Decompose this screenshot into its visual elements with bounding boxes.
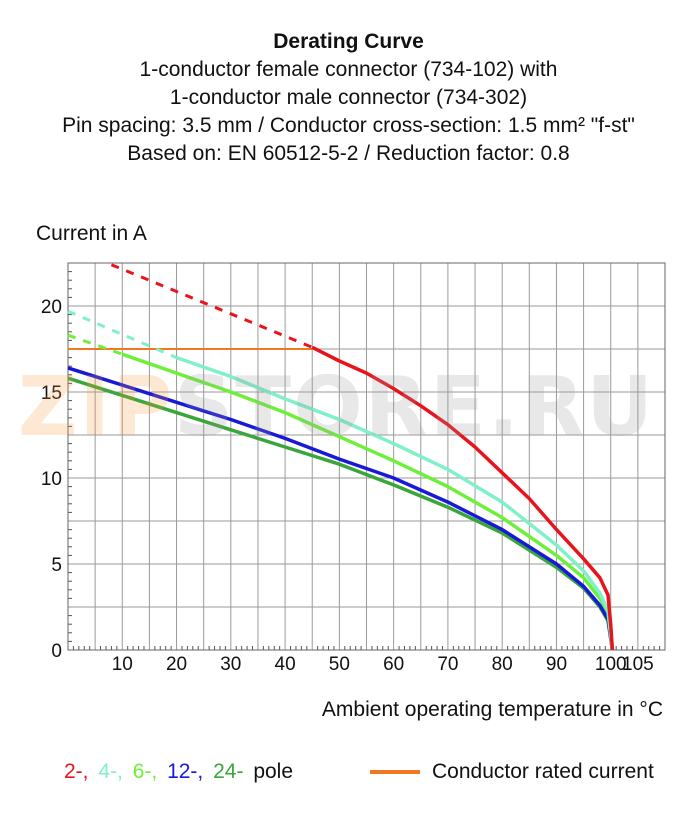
x-tick-label: 30 (220, 654, 241, 675)
y-tick-label: 0 (51, 641, 62, 662)
series-2-pole-line (311, 345, 615, 651)
x-tick-label: 105 (622, 654, 654, 675)
y-tick-label: 20 (41, 297, 62, 318)
series-4-pole-line (175, 355, 615, 651)
series-2-pole-dashed-line (110, 263, 313, 349)
legend-2-pole: 2-, (64, 760, 89, 783)
x-tick-label: 10 (112, 654, 133, 675)
chart-subtitle-line-2: 1-conductor male connector (734-302) (169, 86, 528, 109)
watermark-part-1: ZIP (18, 360, 175, 455)
chart-title: Derating Curve (273, 30, 424, 53)
x-tick-label: 100 (595, 654, 627, 675)
series-6-pole-line (121, 352, 615, 651)
x-tick-label: 40 (275, 654, 296, 675)
rated-current-legend-swatch (370, 770, 420, 774)
chart-subtitle-line-3: Pin spacing: 3.5 mm / Conductor cross-se… (62, 114, 635, 137)
x-tick-label: 90 (546, 654, 567, 675)
watermark-part-2: STORE.RU (174, 360, 655, 455)
x-tick-label: 70 (437, 654, 458, 675)
chart-subtitle-line-4: Based on: EN 60512-5-2 / Reduction facto… (127, 142, 570, 165)
legend-6-pole: 6-, (132, 760, 158, 783)
rated-current-legend-label: Conductor rated current (432, 760, 654, 783)
chart-subtitle-line-1: 1-conductor female connector (734-102) w… (139, 58, 558, 81)
x-tick-label: 60 (383, 654, 404, 675)
y-tick-label: 10 (41, 469, 62, 490)
x-tick-label: 80 (492, 654, 513, 675)
series-4-pole-dashed-line (67, 309, 178, 359)
legend-24-pole: 24- (213, 760, 244, 783)
y-axis-label: Current in A (36, 222, 147, 245)
y-tick-label: 5 (51, 555, 62, 576)
legend-pole-word: pole (253, 760, 294, 783)
x-tick-label: 20 (166, 654, 187, 675)
x-tick-label: 50 (329, 654, 350, 675)
series-12-pole-line (67, 366, 615, 651)
y-tick-label: 15 (41, 383, 62, 404)
rated-current-legend: Conductor rated current (370, 760, 654, 784)
legend-4-pole: 4-, (98, 760, 123, 783)
chart-title-block: Derating Curve 1-conductor female connec… (0, 28, 697, 168)
pole-legend: 2-, 4-, 6-, 12-, 24- pole (64, 760, 293, 784)
plot-frame (67, 262, 666, 651)
legend-12-pole: 12-, (167, 760, 204, 783)
watermark: ZIPSTORE.RU (18, 360, 655, 455)
x-axis-label: Ambient operating temperature in °C (321, 698, 663, 721)
